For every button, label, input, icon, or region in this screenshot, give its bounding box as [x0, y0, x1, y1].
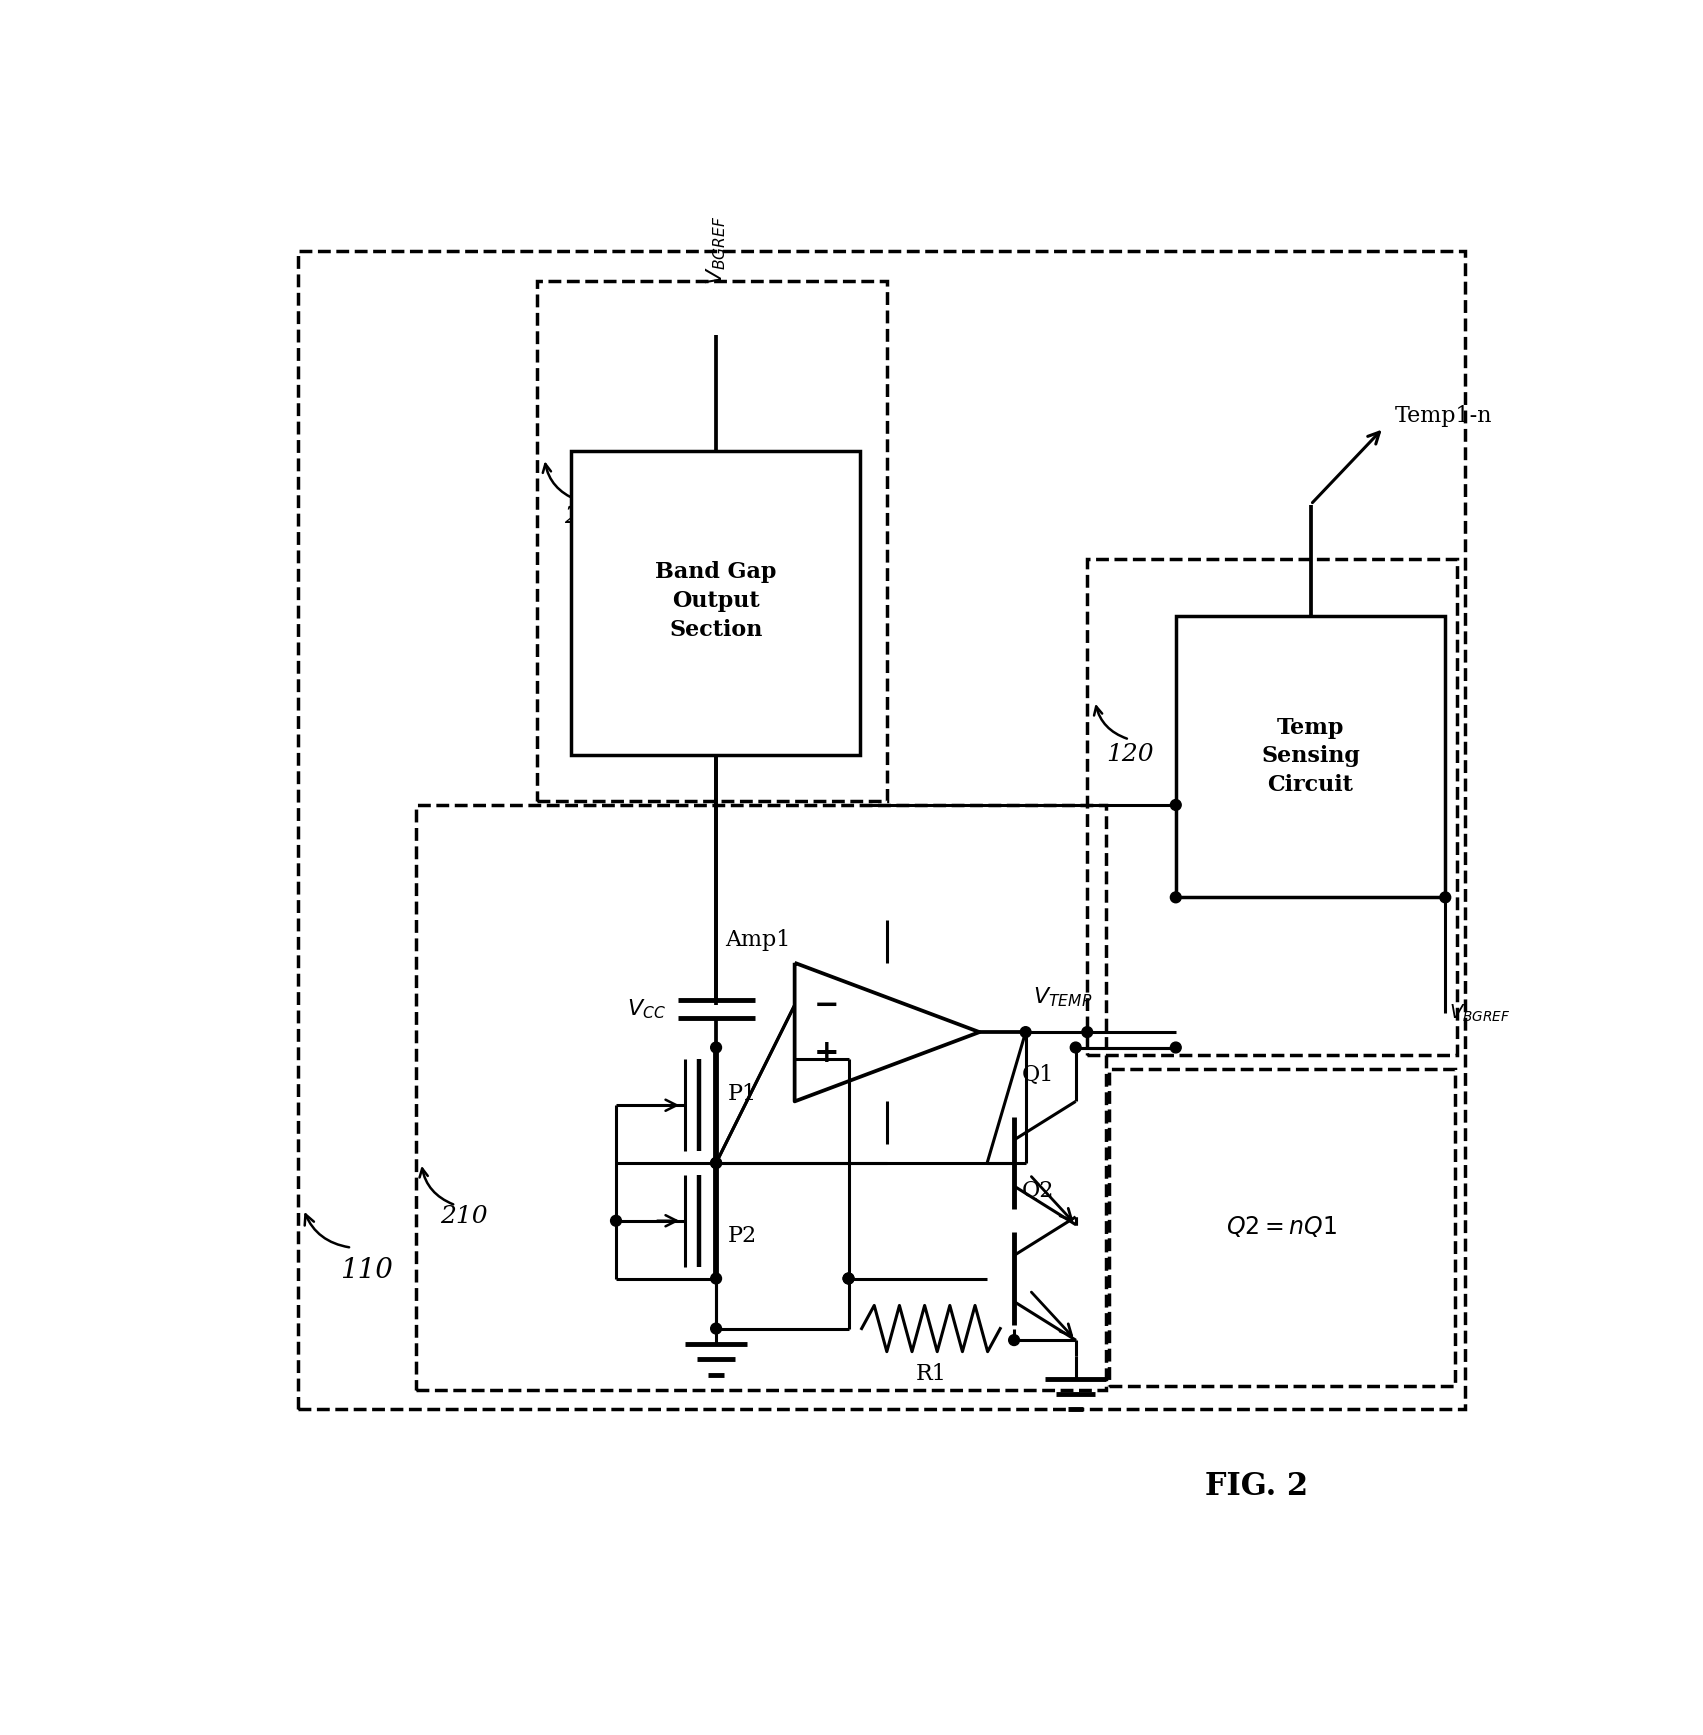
Circle shape [710, 1043, 722, 1053]
Text: Band Gap
Output
Section: Band Gap Output Section [656, 560, 777, 640]
Circle shape [710, 1273, 722, 1284]
Text: $V_{BGREF}$: $V_{BGREF}$ [1449, 1003, 1511, 1024]
Text: P1: P1 [727, 1083, 756, 1105]
Text: +: + [814, 1038, 840, 1069]
Text: $V_{TEMP}$: $V_{TEMP}$ [1034, 985, 1093, 1010]
Bar [1109, 1069, 1454, 1386]
Text: 220: 220 [564, 505, 611, 527]
Text: −: − [814, 989, 840, 1020]
Bar [536, 281, 887, 802]
Bar [1175, 616, 1446, 897]
Circle shape [843, 1273, 853, 1284]
Text: Q1: Q1 [1022, 1064, 1054, 1086]
Text: $V_{CC}$: $V_{CC}$ [627, 998, 666, 1020]
Text: Temp1-n: Temp1-n [1395, 404, 1494, 427]
Circle shape [1170, 1043, 1182, 1053]
Text: $V_{BGREF}$: $V_{BGREF}$ [705, 215, 727, 285]
Circle shape [843, 1273, 853, 1284]
Circle shape [710, 1157, 722, 1168]
Text: P2: P2 [727, 1225, 756, 1247]
Circle shape [1069, 1043, 1081, 1053]
Text: Amp1: Amp1 [725, 930, 790, 951]
Circle shape [1081, 1027, 1093, 1038]
Text: Q2: Q2 [1022, 1180, 1054, 1202]
Bar [571, 451, 860, 755]
Circle shape [1008, 1334, 1020, 1345]
Text: $Q2 = nQ1$: $Q2 = nQ1$ [1226, 1214, 1337, 1239]
Text: 120: 120 [1107, 743, 1155, 767]
Circle shape [710, 1324, 722, 1334]
Text: 110: 110 [341, 1258, 393, 1284]
Circle shape [1020, 1027, 1030, 1038]
Circle shape [710, 1157, 722, 1168]
Text: Temp
Sensing
Circuit: Temp Sensing Circuit [1262, 717, 1361, 796]
Text: FIG. 2: FIG. 2 [1206, 1471, 1308, 1503]
Circle shape [611, 1214, 622, 1227]
Circle shape [1170, 892, 1182, 902]
Bar [1087, 559, 1456, 1055]
Bar [298, 250, 1465, 1409]
Text: 210: 210 [441, 1206, 489, 1228]
Circle shape [1441, 892, 1451, 902]
Text: R1: R1 [916, 1364, 947, 1385]
Bar [416, 805, 1107, 1390]
Circle shape [1170, 800, 1182, 810]
